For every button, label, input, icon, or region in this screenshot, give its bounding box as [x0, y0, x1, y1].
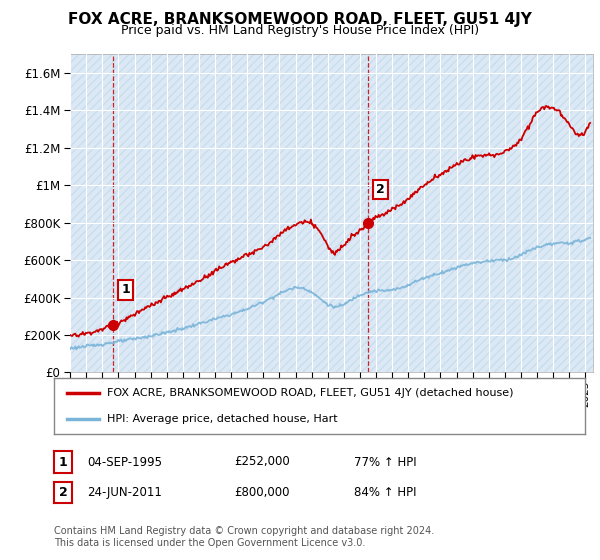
- Text: 1: 1: [59, 455, 67, 469]
- Text: 1: 1: [121, 283, 130, 296]
- Text: 24-JUN-2011: 24-JUN-2011: [87, 486, 162, 500]
- Text: 2: 2: [59, 486, 67, 500]
- Text: FOX ACRE, BRANKSOMEWOOD ROAD, FLEET, GU51 4JY (detached house): FOX ACRE, BRANKSOMEWOOD ROAD, FLEET, GU5…: [107, 388, 514, 398]
- Text: Contains HM Land Registry data © Crown copyright and database right 2024.
This d: Contains HM Land Registry data © Crown c…: [54, 526, 434, 548]
- Text: Price paid vs. HM Land Registry's House Price Index (HPI): Price paid vs. HM Land Registry's House …: [121, 24, 479, 38]
- Text: £252,000: £252,000: [234, 455, 290, 469]
- Text: 77% ↑ HPI: 77% ↑ HPI: [354, 455, 416, 469]
- Text: 84% ↑ HPI: 84% ↑ HPI: [354, 486, 416, 500]
- Text: 2: 2: [376, 183, 385, 196]
- Text: HPI: Average price, detached house, Hart: HPI: Average price, detached house, Hart: [107, 414, 338, 424]
- Text: 04-SEP-1995: 04-SEP-1995: [87, 455, 162, 469]
- Text: £800,000: £800,000: [234, 486, 290, 500]
- Text: FOX ACRE, BRANKSOMEWOOD ROAD, FLEET, GU51 4JY: FOX ACRE, BRANKSOMEWOOD ROAD, FLEET, GU5…: [68, 12, 532, 27]
